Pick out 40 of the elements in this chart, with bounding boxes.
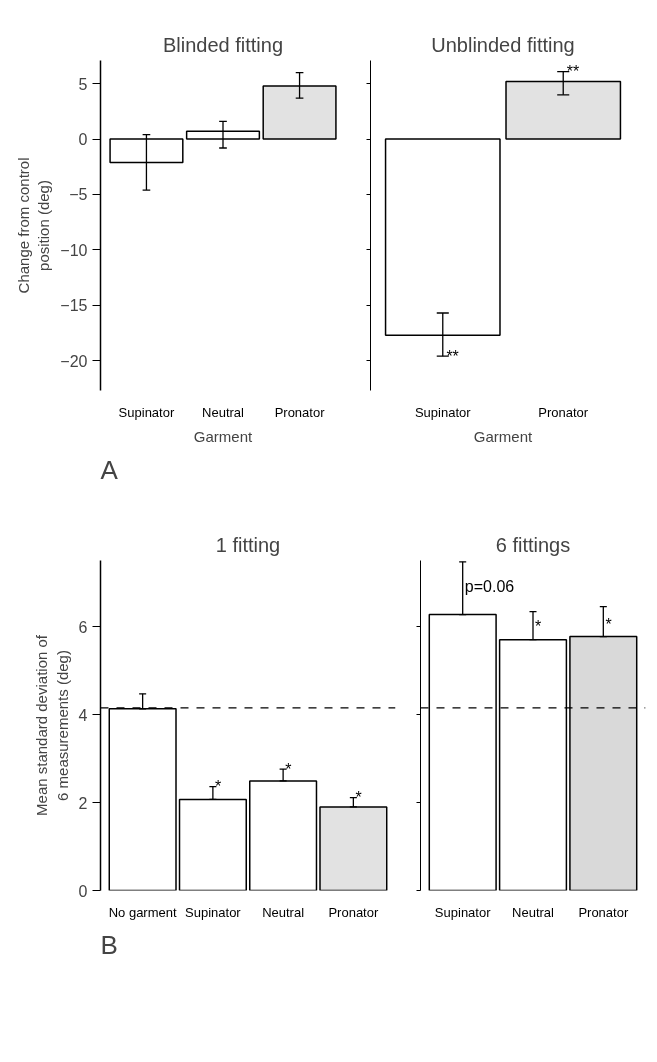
x-tick-label: Pronator <box>328 904 379 920</box>
chart-title: Unblinded fitting <box>431 33 575 56</box>
annotation: ** <box>446 347 459 365</box>
x-tick-label: Supinator <box>185 904 242 920</box>
x-tick-label: Neutral <box>262 904 305 920</box>
text: A <box>100 454 119 485</box>
y-axis-title: Change from control position (deg) <box>14 157 53 294</box>
y-tick-label: −5 <box>69 186 88 204</box>
chart-title: Blinded fitting <box>162 33 284 56</box>
x-axis-title: Garment <box>193 427 254 445</box>
annotation: ** <box>566 63 580 81</box>
y-tick-label: −15 <box>60 297 88 315</box>
x-tick-label: No garment <box>108 904 177 920</box>
annotation: * <box>285 760 292 778</box>
y-tick-label: 0 <box>78 882 88 900</box>
y-tick-label: −10 <box>60 241 88 259</box>
annotation: * <box>214 778 222 796</box>
x-tick-label: Pronator <box>274 404 326 420</box>
x-tick-label: Neutral <box>202 404 245 420</box>
x-tick-label: Supinator <box>414 404 472 420</box>
annotation: * <box>535 618 542 635</box>
text: B <box>100 929 118 960</box>
x-tick-label: Pronator <box>578 904 629 920</box>
chart-title: 6 fittings <box>495 533 571 556</box>
x-tick-label: Neutral <box>512 904 555 920</box>
annotation: * <box>605 615 612 633</box>
y-tick-label: 2 <box>78 794 88 812</box>
x-tick-label: Supinator <box>434 904 492 920</box>
y-tick-label: 5 <box>78 75 88 93</box>
y-axis-title: Mean standard deviation of 6 measurements (deg) <box>33 634 71 816</box>
x-tick-label: Supinator <box>118 404 175 420</box>
y-tick-label: −20 <box>60 352 88 370</box>
x-tick-label: Pronator <box>538 404 589 420</box>
y-tick-label: 4 <box>78 706 88 724</box>
y-tick-label: 0 <box>78 131 88 149</box>
chart-title: 1 fitting <box>215 533 281 556</box>
x-axis-title: Garment <box>473 427 534 445</box>
y-tick-label: 6 <box>78 618 88 636</box>
annotation: p=0.06 <box>464 578 515 596</box>
annotation: * <box>355 789 362 807</box>
